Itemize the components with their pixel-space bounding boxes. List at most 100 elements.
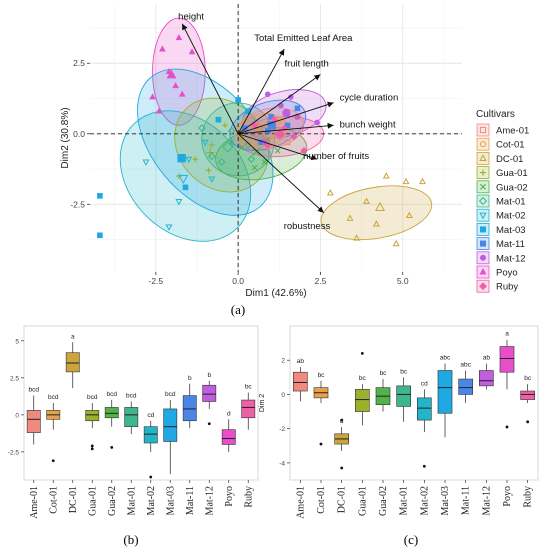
box: [182, 395, 197, 422]
box: [202, 384, 217, 402]
y-tick-label: -2.5: [70, 199, 85, 209]
legend-label: Mat-12: [496, 253, 526, 264]
confidence-ellipse: [320, 185, 433, 241]
group-centroid: [274, 128, 286, 140]
significance-letter: a: [71, 333, 75, 340]
data-point: [238, 136, 245, 143]
vector-label: bunch weight: [340, 119, 396, 130]
data-point: [284, 139, 291, 146]
x-tick-label: Ame-01: [295, 486, 306, 519]
legend-marker: [479, 154, 487, 161]
group-centroid: [375, 201, 386, 211]
significance-letter: b: [207, 372, 211, 379]
significance-letter: ab: [297, 358, 305, 365]
box: [221, 429, 236, 445]
x-tick-label: Mat-11: [185, 486, 196, 515]
x-axis-title: Dim1 (42.6%): [245, 288, 306, 299]
box: [355, 389, 370, 412]
legend-marker: [479, 141, 487, 148]
data-point: [172, 82, 179, 89]
group-centroid: [166, 69, 177, 79]
significance-letter: bc: [245, 384, 253, 391]
legend-key: [476, 194, 490, 208]
box: [396, 385, 411, 407]
legend-marker: [479, 212, 487, 220]
legend-label: Gua-01: [496, 168, 528, 179]
legend-key: [476, 137, 490, 151]
x-tick-label: DC-01: [68, 486, 79, 513]
x-tick-label: Mat-02: [146, 486, 157, 515]
significance-letter: d: [340, 418, 344, 425]
data-point: [392, 239, 400, 247]
data-point: [205, 167, 212, 174]
vector-label: cycle duration: [340, 93, 399, 104]
significance-letter: cd: [421, 380, 428, 387]
x-tick-label: Mat-03: [165, 486, 176, 515]
vector-label: robustness: [284, 221, 331, 232]
legend-label: Ruby: [496, 282, 518, 293]
box: [417, 397, 432, 421]
legend-key: [476, 151, 490, 165]
outlier-point: [90, 444, 94, 448]
variable-vector: [181, 23, 239, 134]
confidence-ellipse: [152, 17, 206, 126]
significance-letter: ab: [483, 355, 491, 362]
significance-letter: abc: [440, 355, 451, 362]
data-point: [182, 184, 189, 191]
x-tick-label: Cot-01: [48, 486, 59, 514]
data-point: [284, 122, 291, 129]
data-point: [178, 90, 186, 97]
box: [520, 390, 535, 400]
data-point: [238, 145, 245, 151]
legend-label: Mat-01: [496, 197, 526, 208]
vector-label: height: [178, 12, 204, 23]
box: [163, 408, 178, 442]
x-tick-label: Mat-11: [461, 486, 472, 515]
box: [479, 370, 494, 387]
group-centroid: [267, 121, 276, 130]
outlier-point: [319, 442, 323, 446]
significance-letter: bc: [359, 375, 367, 382]
legend-marker: [479, 126, 487, 134]
legend-label: Ame-01: [496, 126, 529, 137]
significance-letter: bc: [318, 372, 326, 379]
box: [26, 410, 41, 433]
x-tick-label: DC-01: [337, 486, 348, 513]
x-tick-label: Gua-02: [378, 486, 389, 516]
significance-letter: a: [505, 331, 509, 338]
outlier-point: [340, 466, 344, 470]
y-tick-label: -2.5: [8, 449, 20, 456]
data-point: [165, 224, 173, 231]
data-point: [247, 155, 256, 163]
data-point: [222, 122, 228, 129]
outlier-point: [360, 351, 364, 355]
variable-vector: [237, 74, 321, 135]
data-point: [97, 232, 103, 239]
y-axis-title: Dim2 (30.8%): [60, 107, 71, 168]
y-tick-label: 2: [281, 358, 285, 365]
cultivars-legend: Cultivars Ame-01 Cot-01 DC-01 Gua-01 Gua-02 Ma…: [476, 109, 529, 293]
x-tick-label: Mat-12: [481, 486, 492, 515]
x-tick-label: Mat-12: [204, 486, 215, 515]
legend-marker: [479, 268, 487, 275]
y-tick-label: 0.0: [73, 129, 85, 139]
y-tick-label: 2.5: [10, 375, 19, 382]
legend-marker: [480, 183, 486, 190]
y-tick-label: -4: [279, 460, 285, 467]
x-tick-label: 2.5: [315, 276, 327, 286]
data-point: [149, 93, 156, 100]
plot-area: [289, 325, 539, 481]
y-tick-label: 5: [15, 338, 19, 345]
x-tick-label: Mat-01: [399, 486, 410, 515]
vector-label: fruit length: [284, 59, 328, 70]
data-point: [192, 156, 199, 163]
x-tick-label: Ruby: [523, 486, 534, 508]
significance-letter: bc: [524, 375, 532, 382]
box: [124, 407, 139, 427]
variable-vector: [238, 101, 334, 135]
data-point: [363, 197, 371, 204]
data-point: [300, 147, 308, 155]
plot-area: [23, 325, 259, 481]
group-centroid: [178, 174, 189, 185]
data-point: [215, 116, 222, 123]
